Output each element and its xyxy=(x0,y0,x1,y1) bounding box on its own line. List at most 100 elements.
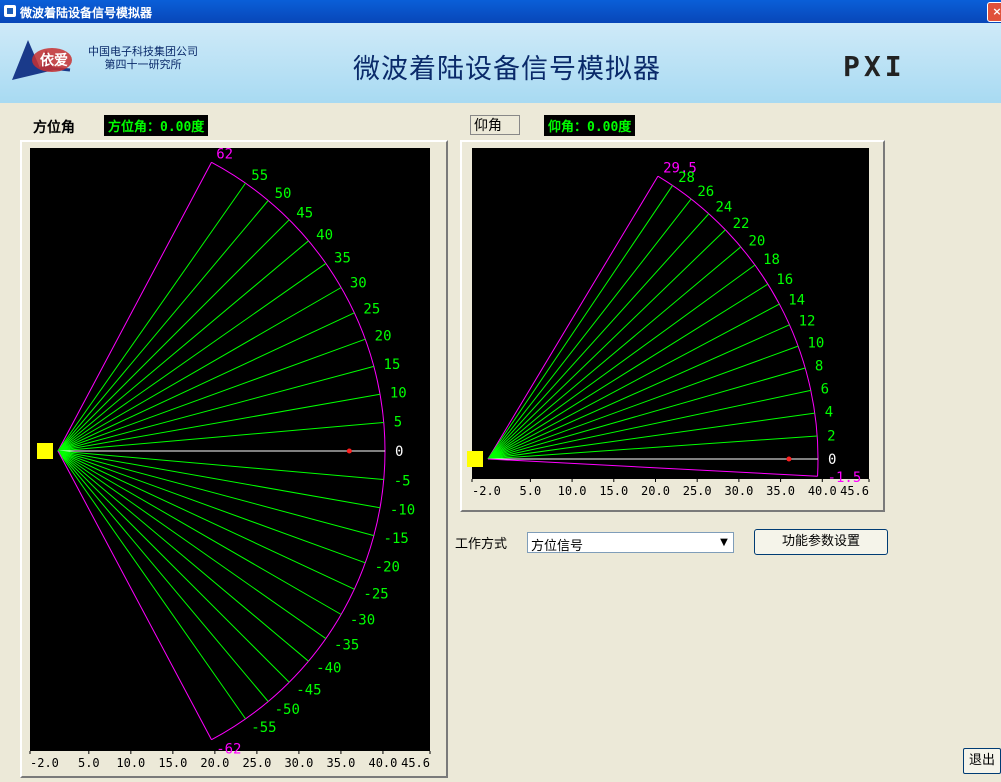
angle-label: 55 xyxy=(251,168,268,184)
x-tick-label: 30.0 xyxy=(724,484,753,498)
app-icon[interactable] xyxy=(4,5,16,17)
mode-select[interactable]: 方位信号 ▼ xyxy=(527,532,734,554)
x-tick-label: 10.0 xyxy=(116,756,145,770)
angle-ray xyxy=(57,450,366,564)
angle-label: 26 xyxy=(697,184,714,200)
target-point xyxy=(346,448,352,454)
x-tick-label: 20.0 xyxy=(200,756,229,770)
angle-label: -20 xyxy=(375,559,400,575)
angle-ray xyxy=(57,162,212,452)
angle-ray xyxy=(487,435,818,460)
angle-label: 62 xyxy=(216,146,233,162)
angle-label: -15 xyxy=(384,531,409,547)
angle-ray xyxy=(487,345,799,460)
x-tick-label: 45.6 xyxy=(401,756,430,770)
angle-ray xyxy=(57,312,355,452)
angle-ray xyxy=(487,175,659,460)
angle-label: 24 xyxy=(716,199,733,215)
angle-label: -62 xyxy=(216,742,241,758)
x-tick-label: 30.0 xyxy=(284,756,313,770)
angle-label: -45 xyxy=(296,682,321,698)
x-tick-label: 40.0 xyxy=(808,484,837,498)
angle-label: 14 xyxy=(788,292,805,308)
angle-ray xyxy=(57,263,327,452)
angle-label: 0 xyxy=(828,452,836,468)
angle-ray xyxy=(487,213,710,460)
angle-ray xyxy=(57,450,381,509)
angle-label: 10 xyxy=(807,336,824,352)
angle-ray xyxy=(57,450,342,615)
angle-ray xyxy=(487,185,673,460)
company-line1: 中国电子科技集团公司 xyxy=(88,45,198,58)
angle-ray xyxy=(57,240,309,452)
elevation-panel: 29.5 28 26 24 22 20 18 16 14 12 10 8 6 4 2 0 -1.5 -2.0 5.0… xyxy=(460,140,885,512)
azimuth-chart: 625550454035302520151050-5-10-15-20-25-3… xyxy=(29,146,431,770)
x-tick-label: 15.0 xyxy=(599,484,628,498)
coverage-arc xyxy=(657,175,819,477)
angle-ray xyxy=(57,338,366,452)
angle-ray xyxy=(57,450,290,683)
header-banner: 依爱 中国电子科技集团公司 第四十一研究所 微波着陆设备信号模拟器 PXI xyxy=(0,23,1001,103)
angle-label: 2 xyxy=(827,428,835,444)
angle-label: -1.5 xyxy=(828,470,862,486)
angle-ray xyxy=(487,303,780,460)
azimuth-readout: 方位角：0.00度 xyxy=(104,115,209,136)
angle-label: 15 xyxy=(384,357,401,373)
app-title: 微波着陆设备信号模拟器 xyxy=(353,54,661,85)
angle-label: 0 xyxy=(395,444,403,460)
angle-ray xyxy=(487,229,726,460)
angle-label: 12 xyxy=(799,314,816,330)
x-tick-label: -2.0 xyxy=(472,484,501,498)
x-tick-label: 20.0 xyxy=(641,484,670,498)
angle-label: -5 xyxy=(394,473,411,489)
x-tick-label: -2.0 xyxy=(30,756,59,770)
angle-ray xyxy=(57,450,327,639)
chevron-down-icon[interactable]: ▼ xyxy=(720,537,728,548)
angle-ray xyxy=(487,198,692,460)
angle-ray xyxy=(57,287,342,452)
angle-label: 20 xyxy=(375,329,392,345)
angle-ray xyxy=(57,422,384,452)
angle-ray xyxy=(57,200,269,452)
x-tick-label: 15.0 xyxy=(158,756,187,770)
angle-label: 6 xyxy=(821,381,829,397)
angle-label: 18 xyxy=(763,252,780,268)
elevation-label-button[interactable]: 仰角 xyxy=(470,115,520,135)
angle-label: 20 xyxy=(748,233,765,249)
angle-ray xyxy=(487,324,790,460)
angle-label: 4 xyxy=(825,405,833,421)
angle-label: 28 xyxy=(678,170,695,186)
angle-label: 40 xyxy=(316,227,333,243)
x-tick-label: 10.0 xyxy=(558,484,587,498)
exit-button[interactable]: 退出 xyxy=(963,748,1001,774)
company-name: 中国电子科技集团公司 第四十一研究所 xyxy=(88,45,198,71)
origin-marker xyxy=(37,443,53,459)
angle-ray xyxy=(57,450,309,662)
angle-ray xyxy=(487,389,811,460)
angle-label: -55 xyxy=(251,720,276,736)
pxi-logo: PXI xyxy=(843,50,906,83)
angle-ray xyxy=(57,450,246,720)
plot-area xyxy=(472,148,869,479)
angle-label: 16 xyxy=(776,272,793,288)
close-button[interactable]: × xyxy=(987,2,1001,22)
x-tick-label: 25.0 xyxy=(242,756,271,770)
angle-ray xyxy=(57,450,212,740)
x-tick-label: 35.0 xyxy=(766,484,795,498)
azimuth-panel: 62 55 50 45 40 35 30 25 20 15 10 5 0 -5 -10 -15 -20 -25 -3… xyxy=(20,140,448,778)
origin-marker xyxy=(467,451,483,467)
angle-ray xyxy=(57,182,246,452)
x-tick-label: 45.6 xyxy=(840,484,869,498)
target-point xyxy=(786,456,792,462)
x-tick-label: 5.0 xyxy=(78,756,100,770)
title-bar[interactable]: 微波着陆设备信号模拟器 × xyxy=(0,0,1001,23)
x-tick-label: 5.0 xyxy=(520,484,542,498)
mode-select-value: 方位信号 xyxy=(531,539,584,554)
angle-ray xyxy=(57,365,374,452)
angle-label: 8 xyxy=(815,358,823,374)
window-title: 微波着陆设备信号模拟器 xyxy=(20,6,153,20)
mode-label: 工作方式 xyxy=(455,537,508,552)
settings-button[interactable]: 功能参数设置 xyxy=(754,529,888,555)
angle-label: 25 xyxy=(363,302,380,318)
angle-label: -50 xyxy=(275,702,300,718)
